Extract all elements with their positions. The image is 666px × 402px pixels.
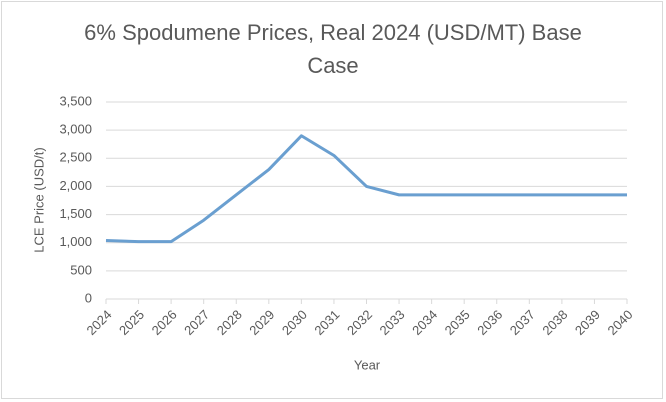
x-tick-label: 2029 bbox=[246, 307, 277, 338]
data-line bbox=[105, 134, 627, 244]
x-tick-label: 2030 bbox=[279, 307, 310, 338]
x-tick-label: 2036 bbox=[474, 307, 505, 338]
y-tick-label: 2,500 bbox=[59, 150, 92, 165]
x-tick-label: 2039 bbox=[572, 307, 603, 338]
x-tick-label: 2031 bbox=[311, 307, 342, 338]
x-tick-label: 2033 bbox=[377, 307, 408, 338]
x-tick-label: 2037 bbox=[507, 307, 538, 338]
x-tick-label: 2040 bbox=[604, 307, 635, 338]
x-tick-label: 2034 bbox=[409, 307, 440, 338]
y-axis-label: LCE Price (USD/t) bbox=[31, 147, 46, 252]
x-tick-label: 2024 bbox=[83, 307, 114, 338]
x-tick-label: 2028 bbox=[214, 307, 245, 338]
chart-title: 6% Spodumene Prices, Real 2024 (USD/MT) … bbox=[84, 20, 582, 78]
y-tick-label: 1,500 bbox=[59, 206, 92, 221]
y-tick-label: 2,000 bbox=[59, 178, 92, 193]
x-tick-label: 2025 bbox=[116, 307, 147, 338]
y-tick-label: 3,000 bbox=[59, 122, 92, 137]
x-tick-label: 2026 bbox=[149, 307, 180, 338]
y-tick-label: 1,000 bbox=[59, 234, 92, 249]
x-tick-label: 2035 bbox=[442, 307, 473, 338]
x-tick-label: 2027 bbox=[181, 307, 212, 338]
y-tick-label: 500 bbox=[70, 262, 92, 277]
y-tick-label: 3,500 bbox=[59, 93, 92, 108]
x-axis-label: Year bbox=[354, 357, 381, 372]
x-tick-label: 2038 bbox=[539, 307, 570, 338]
y-tick-label: 0 bbox=[85, 290, 92, 305]
x-tick-label: 2032 bbox=[344, 307, 375, 338]
